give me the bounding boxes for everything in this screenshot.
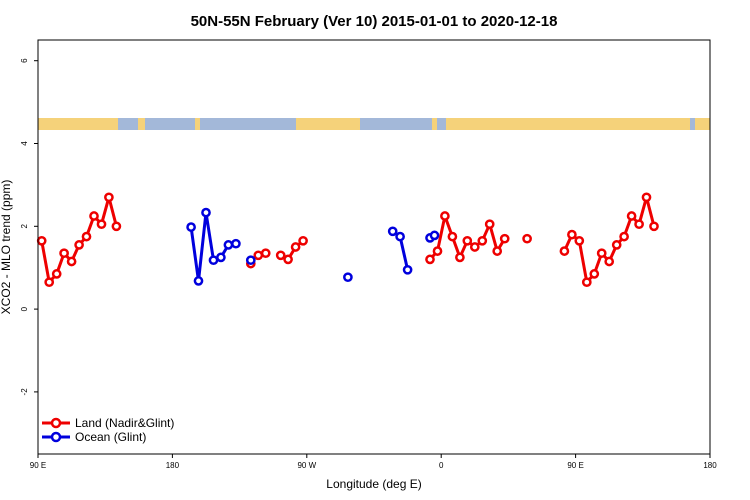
data-point xyxy=(626,211,637,221)
data-point xyxy=(589,269,600,279)
legend: Land (Nadir&Glint) Ocean (Glint) xyxy=(42,416,174,444)
strip-land-segment xyxy=(195,118,200,130)
strip-land-segment xyxy=(432,118,437,130)
data-point xyxy=(581,277,592,288)
data-point xyxy=(298,235,308,246)
legend-ocean-marker xyxy=(50,431,62,443)
data-point xyxy=(231,238,241,249)
legend-land-label: Land (Nadir&Glint) xyxy=(75,416,174,430)
data-point xyxy=(455,252,465,263)
legend-land-marker xyxy=(50,417,62,429)
data-point xyxy=(649,221,659,232)
data-point xyxy=(574,235,585,246)
data-point xyxy=(186,222,196,232)
y-tick-label: 4 xyxy=(20,141,29,146)
data-point xyxy=(447,231,458,242)
data-point xyxy=(402,264,413,275)
series-line-segment xyxy=(40,195,118,284)
strip-land-segment xyxy=(296,118,360,130)
chart-title: 50N-55N February (Ver 10) 2015-01-01 to … xyxy=(191,13,558,30)
legend-ocean-label: Ocean (Glint) xyxy=(75,430,146,444)
y-tick-label: 0 xyxy=(20,306,29,311)
data-point xyxy=(245,255,256,266)
data-point xyxy=(208,255,219,266)
data-point xyxy=(81,231,92,242)
data-point xyxy=(89,211,99,221)
data-point xyxy=(253,250,264,261)
data-point xyxy=(223,240,234,250)
data-point xyxy=(96,219,107,230)
data-point xyxy=(395,231,405,242)
x-tick-label: 90 E xyxy=(567,461,583,470)
strip-land-segment xyxy=(695,118,710,130)
data-point xyxy=(425,254,435,265)
plot-frame xyxy=(37,39,711,455)
data-point xyxy=(260,248,271,259)
data-point xyxy=(290,242,301,252)
data-point xyxy=(492,246,503,256)
data-point xyxy=(201,207,211,218)
series-land xyxy=(36,192,659,288)
data-point xyxy=(343,272,353,283)
data-point xyxy=(604,256,615,267)
data-point xyxy=(619,231,629,242)
x-axis-label: Longitude (deg E) xyxy=(326,477,421,491)
series-layer xyxy=(36,192,659,288)
data-point xyxy=(74,240,84,250)
data-point xyxy=(477,235,488,246)
data-point xyxy=(104,192,114,203)
data-point xyxy=(611,240,622,250)
data-point xyxy=(66,256,77,267)
x-tick-label: 0 xyxy=(439,461,444,470)
data-point xyxy=(440,211,450,221)
data-point xyxy=(432,246,443,256)
data-point xyxy=(216,252,226,263)
x-tick-label: 180 xyxy=(703,461,717,470)
data-point xyxy=(469,242,480,252)
x-tick-label: 90 W xyxy=(297,461,316,470)
data-point xyxy=(275,250,286,261)
data-point xyxy=(51,269,62,279)
strip-land-segment xyxy=(38,118,118,130)
y-tick-label: 2 xyxy=(20,224,29,229)
x-axis: 90 E 180 90 W 0 90 E 180 xyxy=(30,454,717,470)
data-point xyxy=(567,229,577,240)
series-ocean xyxy=(186,207,440,286)
data-point xyxy=(111,221,122,232)
y-tick-label: -2 xyxy=(20,388,29,396)
data-point xyxy=(59,248,69,259)
data-point xyxy=(36,235,47,246)
land-ocean-strip xyxy=(38,118,710,130)
data-point xyxy=(634,219,644,230)
data-point xyxy=(522,233,532,244)
data-point xyxy=(387,226,398,237)
y-axis: -2 0 2 4 6 xyxy=(20,58,38,396)
x-tick-label: 180 xyxy=(166,461,180,470)
data-point xyxy=(484,219,495,230)
data-point xyxy=(44,277,55,288)
strip-land-segment xyxy=(138,118,145,130)
data-point xyxy=(559,246,570,256)
data-point xyxy=(283,254,293,265)
data-point xyxy=(429,230,440,241)
data-point xyxy=(193,276,204,286)
data-point xyxy=(596,248,607,259)
y-axis-label: XCO2 - MLO trend (ppm) xyxy=(0,180,13,315)
data-point xyxy=(641,192,652,203)
x-tick-label: 90 E xyxy=(30,461,46,470)
y-tick-label: 6 xyxy=(20,58,29,63)
strip-land-segment xyxy=(446,118,690,130)
data-point xyxy=(499,233,510,244)
data-point xyxy=(462,235,473,246)
